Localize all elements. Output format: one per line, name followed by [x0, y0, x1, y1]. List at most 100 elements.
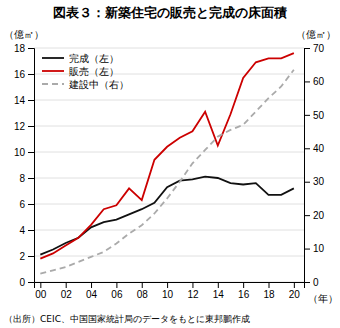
y-tick: 2: [19, 251, 34, 262]
y2-tick: 20: [304, 210, 325, 221]
y2-tick: 70: [304, 43, 325, 54]
grid-line: [34, 178, 304, 179]
x-tick-mark: [243, 282, 244, 288]
x-tick-label: 12: [187, 289, 199, 300]
x-tick: 12: [187, 282, 199, 300]
y-tick-label: 18: [14, 43, 26, 54]
y-tick: 12: [14, 121, 34, 132]
x-tick: 06: [111, 282, 123, 300]
title: 図表３：新築住宅の販売と完成の床面積: [53, 5, 287, 20]
x-tick-label: 02: [61, 289, 73, 300]
y2-tick: 40: [304, 143, 325, 154]
y-tick-label: 16: [14, 69, 26, 80]
x-tick: 18: [263, 282, 275, 300]
x-tick-label: 16: [238, 289, 250, 300]
grid-line: [34, 152, 304, 153]
series-line: [40, 70, 294, 274]
y-tick: 6: [19, 199, 34, 210]
x-tick: 04: [86, 282, 98, 300]
grid-line: [34, 204, 304, 205]
y2-axis: 0 10 20 30 40 50 60 70: [304, 43, 325, 288]
y2-tick: 60: [304, 76, 325, 87]
lines: [40, 53, 294, 273]
y-tick: 18: [14, 43, 34, 54]
x-tick: 02: [61, 282, 73, 300]
x-tick-mark: [294, 282, 295, 288]
x-tick-label: 06: [111, 289, 123, 300]
x-tick: 14: [213, 282, 225, 300]
y-tick: 10: [14, 147, 34, 158]
legend-swatch: [42, 57, 64, 59]
x-tick-label: 08: [137, 289, 149, 300]
x-tick-mark: [142, 282, 143, 288]
legend-item: 完成（左）: [42, 53, 119, 64]
y-tick-label: 6: [19, 199, 25, 210]
y-tick-mark: [28, 74, 34, 75]
x-tick-label: 18: [263, 289, 275, 300]
legend-label: 建設中（右）: [68, 79, 129, 90]
x-axis-title: （年）: [308, 293, 338, 304]
legend-swatch: [42, 70, 64, 72]
x-tick: 16: [238, 282, 250, 300]
plot: 0002040608101214161820024681012141618010…: [14, 43, 325, 300]
y-axis-title: （億㎡）: [4, 29, 44, 40]
y-tick-mark: [28, 230, 34, 231]
legend-label: 販売（左）: [69, 66, 119, 77]
y-tick-mark: [28, 152, 34, 153]
y2-tick: 0: [304, 277, 319, 288]
y2-tick-label: 60: [313, 76, 325, 87]
x-tick-label: 00: [35, 289, 47, 300]
x-tick-label: 10: [162, 289, 174, 300]
y-tick-label: 2: [19, 251, 25, 262]
x-tick: 08: [137, 282, 149, 300]
x-tick-label: 14: [213, 289, 225, 300]
y2-tick-mark: [304, 48, 310, 49]
x-tick-label: 20: [289, 289, 301, 300]
y-tick-mark: [28, 204, 34, 205]
y2-tick: 10: [304, 243, 325, 254]
y-tick-label: 0: [19, 277, 25, 288]
y2-tick-mark: [304, 215, 310, 216]
y2-tick-label: 70: [313, 43, 325, 54]
y-tick-mark: [28, 100, 34, 101]
grid: [34, 48, 304, 282]
y-tick-mark: [28, 178, 34, 179]
y2-tick-mark: [304, 115, 310, 116]
x-tick-mark: [167, 282, 168, 288]
y-tick-label: 14: [14, 95, 26, 106]
y-axis: 0 2 4 6 8 10 12 14 16 18: [14, 43, 35, 288]
grid-line: [34, 126, 304, 127]
x-tick-mark: [218, 282, 219, 288]
grid-line: [34, 230, 304, 231]
y2-tick-mark: [304, 148, 310, 149]
x-tick: 10: [162, 282, 174, 300]
legend-swatch: [42, 83, 64, 85]
y2-tick: 50: [304, 110, 325, 121]
x-tick-mark: [91, 282, 92, 288]
x-tick-mark: [269, 282, 270, 288]
y-tick-mark: [28, 126, 34, 127]
y2-tick-mark: [304, 249, 310, 250]
series-line: [40, 53, 294, 258]
y-tick-label: 4: [19, 225, 25, 236]
y-tick: 14: [14, 95, 34, 106]
x-axis: 00 02 04 06 08 10 12 14 16 18 20: [35, 282, 305, 300]
y-tick-mark: [28, 256, 34, 257]
x-tick: 00: [35, 282, 47, 300]
y-tick: 8: [19, 173, 34, 184]
legend: 完成（左） 販売（左） 建設中（右）: [42, 53, 129, 90]
y2-tick-label: 10: [313, 243, 325, 254]
y-tick-mark: [28, 282, 34, 283]
y2-axis-title: （億㎡）: [296, 29, 336, 40]
grid-line: [34, 48, 304, 49]
source: （出所）CEIC、中国国家統計局のデータをもとに東邦鵬作成: [4, 314, 250, 324]
x-tick-mark: [192, 282, 193, 288]
y-axis-line: [28, 49, 35, 283]
y2-tick: 30: [304, 176, 325, 187]
grid-line: [34, 100, 304, 101]
x-tick: 20: [289, 282, 301, 300]
x-tick-mark: [116, 282, 117, 288]
x-tick-mark: [40, 282, 41, 288]
y-tick-label: 10: [14, 147, 26, 158]
chart: 0002040608101214161820024681012141618010…: [0, 0, 340, 328]
